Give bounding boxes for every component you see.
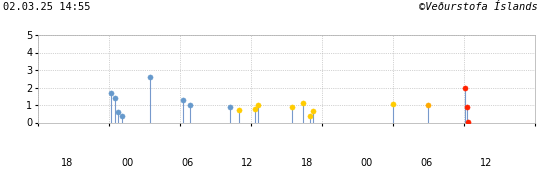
Text: 02.03.25 14:55: 02.03.25 14:55 bbox=[3, 2, 90, 12]
Text: 00: 00 bbox=[121, 158, 133, 167]
Point bbox=[461, 86, 469, 89]
Text: 12: 12 bbox=[480, 158, 492, 167]
Point bbox=[106, 91, 115, 94]
Point bbox=[178, 98, 187, 101]
Text: 06: 06 bbox=[420, 158, 433, 167]
Point bbox=[234, 109, 243, 112]
Point bbox=[424, 104, 433, 106]
Point bbox=[388, 103, 397, 106]
Text: 18: 18 bbox=[62, 158, 73, 167]
Text: 00: 00 bbox=[360, 158, 373, 167]
Point bbox=[113, 111, 122, 113]
Text: 12: 12 bbox=[241, 158, 253, 167]
Point bbox=[299, 102, 307, 105]
Point bbox=[253, 104, 262, 106]
Text: 18: 18 bbox=[301, 158, 313, 167]
Point bbox=[186, 104, 195, 106]
Point bbox=[308, 110, 317, 113]
Point bbox=[110, 97, 119, 99]
Point bbox=[288, 105, 296, 108]
Text: ©Veðurstofa Íslands: ©Veðurstofa Íslands bbox=[418, 2, 537, 12]
Point bbox=[118, 115, 126, 118]
Point bbox=[251, 108, 260, 111]
Point bbox=[146, 76, 154, 78]
Text: 06: 06 bbox=[181, 158, 193, 167]
Point bbox=[462, 105, 471, 108]
Point bbox=[306, 115, 314, 118]
Point bbox=[226, 105, 234, 108]
Point bbox=[463, 120, 472, 123]
